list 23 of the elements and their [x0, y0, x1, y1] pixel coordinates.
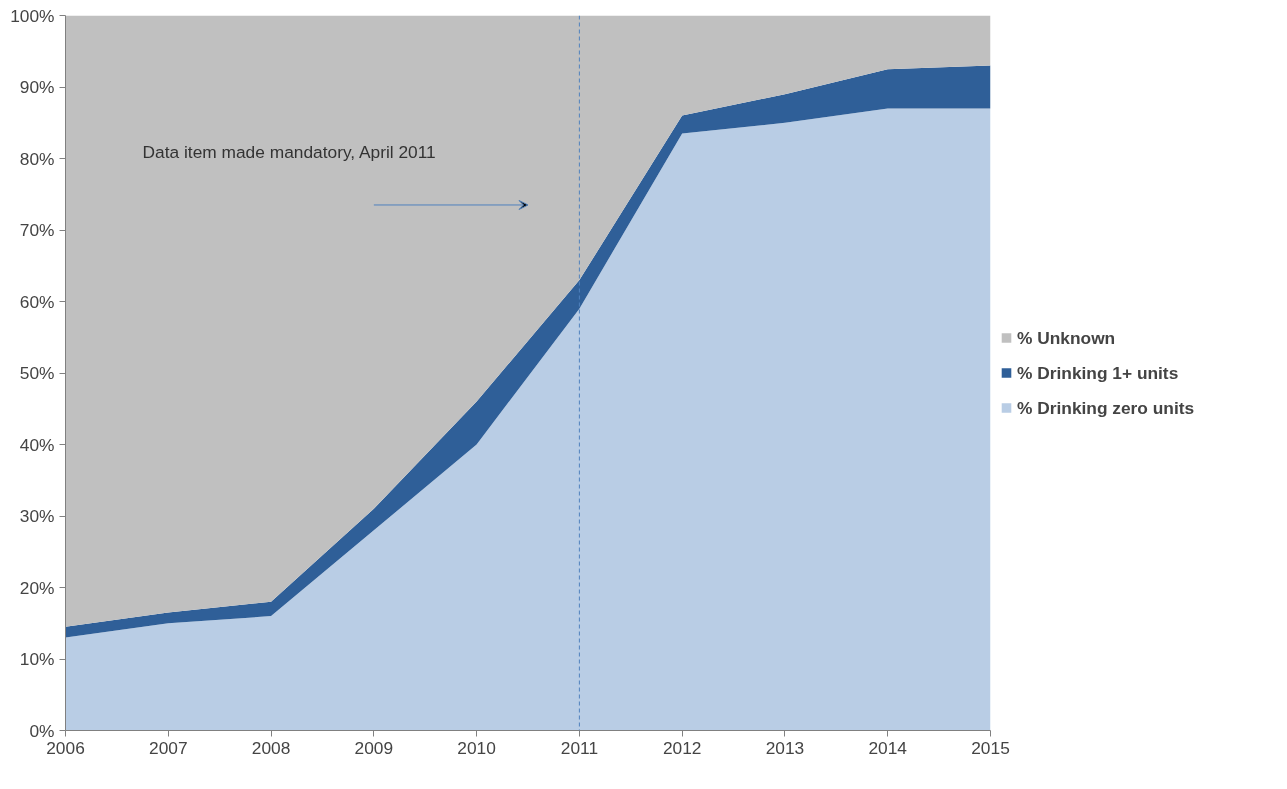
x-tick-label: 2014 [868, 737, 908, 758]
y-tick-label: 10% [19, 649, 55, 669]
x-tick-label: 2011 [560, 737, 599, 758]
y-tick-label: 60% [19, 291, 55, 312]
x-tick-label: 2009 [354, 737, 394, 758]
y-tick-label: 20% [19, 577, 55, 598]
x-tick-label: 2008 [251, 737, 291, 758]
y-tick-label: 100% [10, 5, 55, 26]
y-tick-label: 30% [19, 506, 55, 526]
x-tick-label: 2015 [971, 737, 1010, 758]
y-tick-label: 70% [19, 220, 55, 240]
legend-label: % Unknown [1017, 327, 1116, 348]
y-tick-label: 50% [19, 363, 55, 383]
x-tick-label: 2010 [457, 737, 496, 758]
y-tick-label: 40% [19, 434, 55, 455]
x-tick-label: 2007 [149, 737, 188, 758]
y-tick-label: 90% [19, 77, 55, 97]
annotation: Data item made mandatory, April 2011 [142, 142, 436, 163]
legend-label: % Drinking 1+ units [1017, 362, 1179, 383]
x-tick-label: 2013 [765, 737, 805, 758]
legend-label: % Drinking zero units [1017, 397, 1195, 418]
x-tick-label: 2012 [662, 737, 702, 758]
y-tick-label: 80% [19, 148, 55, 169]
